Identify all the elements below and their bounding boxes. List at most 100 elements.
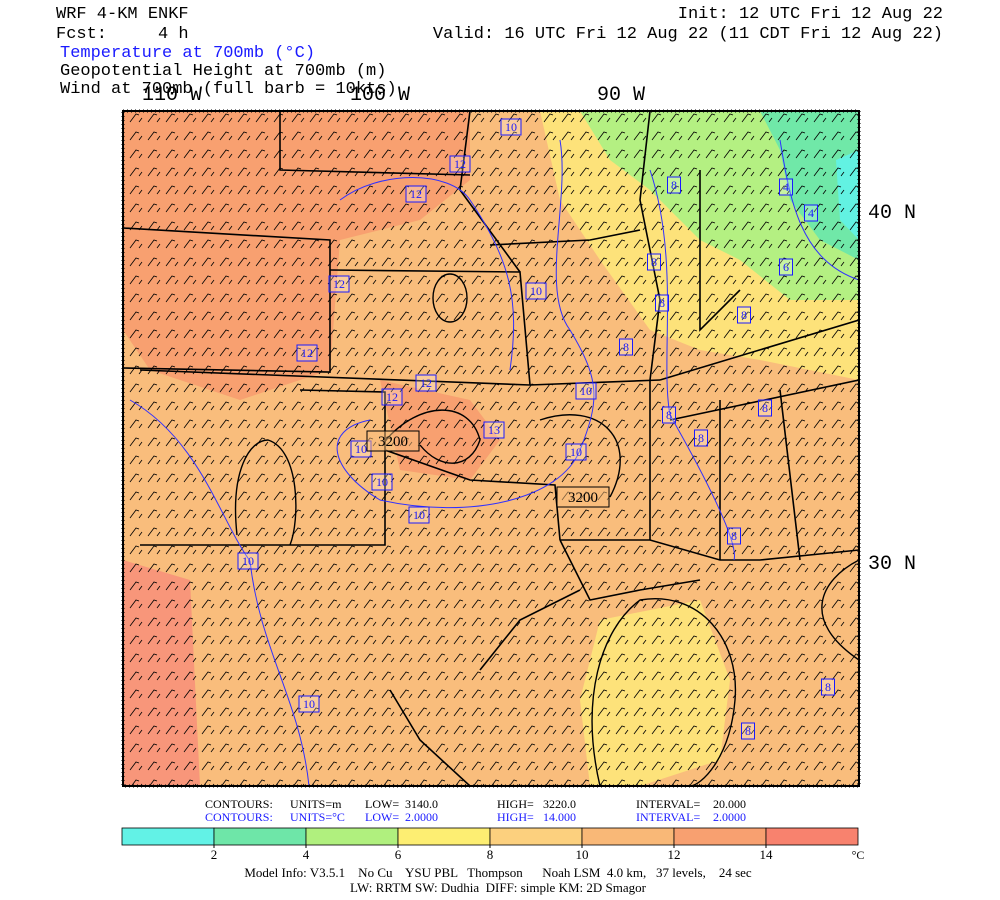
temperature-label: 4: [808, 206, 814, 220]
borders: [123, 111, 859, 786]
lat-label: 30 N: [868, 553, 916, 576]
temperature-label: 8: [825, 680, 831, 694]
height-labels: 3200 3200: [366, 430, 610, 508]
info-text: UNITS=m: [290, 797, 342, 811]
label-box: [667, 176, 681, 194]
colorbar-segment: [489, 827, 583, 846]
info-text: LOW=: [365, 810, 399, 824]
label-box: [328, 275, 350, 293]
info-text: 20.000: [713, 797, 746, 811]
colorbar-tick-label: 2: [211, 847, 218, 862]
label-box: [483, 421, 505, 439]
label-box: [500, 118, 522, 136]
contour-info: CONTOURS: UNITS=m LOW= 3140.0 HIGH= 3220.0 INT…: [205, 797, 746, 824]
temperature-label: 10: [303, 697, 315, 711]
field-height: Geopotential Height at 700mb (m): [60, 62, 386, 81]
colorbar: 2 4 6 8 10 12 14 °C: [121, 827, 865, 862]
temperature-label: 8: [745, 724, 751, 738]
temperature-label: 8: [698, 431, 704, 445]
label-box: [779, 178, 793, 196]
temperature-label: 8: [762, 401, 768, 415]
field-temperature: Temperature at 700mb (°C): [60, 44, 315, 63]
field-wind: Wind at 700mb (full barb = 10kts): [60, 80, 397, 99]
label-box: [655, 294, 669, 312]
info-text: 14.000: [543, 810, 576, 824]
temperature-label: 10: [505, 120, 517, 134]
temperature-label: 8: [666, 408, 672, 422]
colorbar-segment: [673, 827, 767, 846]
info-text: LOW=: [365, 797, 399, 811]
init-time: Init: 12 UTC Fri 12 Aug 22: [678, 5, 943, 24]
label-box: [525, 282, 547, 300]
temperature-label: 10: [242, 554, 254, 568]
height-contours: [234, 273, 859, 786]
colorbar-tick-label: 4: [303, 847, 310, 862]
temperature-label: 8: [671, 178, 677, 192]
label-box: [298, 695, 320, 713]
temperature-label: 8: [731, 529, 737, 543]
temperature-label: 8: [659, 296, 665, 310]
label-box: [366, 430, 420, 452]
colorbar-segment: [765, 827, 859, 846]
wind-barbs: [123, 111, 859, 786]
info-text: 2.0000: [405, 810, 438, 824]
temperature-labels: 10 12 12 12 12 12 12 13 10 10 10 10 10 10 10 10 8 4 4 6 8 8 8 8…: [237, 118, 835, 740]
info-text: 3220.0: [543, 797, 576, 811]
label-box: [619, 338, 633, 356]
info-text: HIGH=: [497, 797, 534, 811]
temperature-label: 10: [570, 445, 582, 459]
lat-label: 40 N: [868, 202, 916, 225]
label-box: [296, 344, 318, 362]
info-text: CONTOURS:: [205, 810, 273, 824]
label-box: [408, 506, 430, 524]
temperature-label: 4: [783, 180, 789, 194]
label-box: [565, 443, 587, 461]
colorbar-segment: [397, 827, 491, 846]
label-box: [237, 552, 259, 570]
label-box: [662, 406, 676, 424]
temperature-label: 10: [355, 442, 367, 456]
temperature-label: 6: [783, 260, 789, 274]
info-text: UNITS=°C: [290, 810, 345, 824]
label-box: [737, 306, 751, 324]
temperature-contours: [129, 139, 859, 786]
forecast-hour: Fcst: 4 h: [56, 25, 189, 44]
valid-time: Valid: 16 UTC Fri 12 Aug 22 (11 CDT Fri …: [433, 25, 943, 44]
temperature-label: 12: [420, 376, 432, 390]
temperature-label: 12: [454, 157, 466, 171]
model-info: LW: RRTM SW: Dudhia DIFF: simple KM: 2D …: [350, 880, 647, 895]
temperature-label: 8: [623, 340, 629, 354]
colorbar-unit: °C: [852, 848, 865, 862]
colorbar-segment: [121, 827, 215, 846]
lon-label: 90 W: [597, 84, 645, 107]
info-text: INTERVAL=: [636, 810, 700, 824]
model-info: Model Info: V3.5.1 No Cu YSU PBL Thompso…: [244, 865, 752, 880]
label-box: [449, 155, 471, 173]
colorbar-tick-label: 8: [487, 847, 494, 862]
temperature-label: 10: [376, 475, 388, 489]
temperature-label: 12: [386, 390, 398, 404]
lon-label: 100 W: [350, 84, 410, 107]
info-text: HIGH=: [497, 810, 534, 824]
label-box: [415, 374, 437, 392]
map-frame-ticks: [121, 109, 861, 788]
colorbar-tick-label: 14: [760, 847, 774, 862]
label-box: [804, 204, 818, 222]
temperature-label: 10: [530, 284, 542, 298]
temperature-label: 13: [488, 423, 500, 437]
lon-label: 110 W: [142, 84, 202, 107]
map: 10 12 12 12 12 12 12 13 10 10 10 10 10 10 10 10 8 4 4 6 8 8 8 8…: [123, 111, 859, 786]
temperature-label: 10: [413, 508, 425, 522]
label-box: [758, 399, 772, 417]
temperature-label: 12: [410, 187, 422, 201]
colorbar-tick-label: 10: [576, 847, 589, 862]
label-box: [647, 253, 661, 271]
temperature-label: 10: [580, 384, 592, 398]
label-box: [405, 185, 427, 203]
label-box: [556, 486, 610, 508]
colorbar-tick-label: 12: [668, 847, 681, 862]
colorbar-segment: [581, 827, 675, 846]
label-box: [371, 473, 393, 491]
model-name: WRF 4-KM ENKF: [56, 5, 189, 24]
temperature-label: 8: [651, 255, 657, 269]
